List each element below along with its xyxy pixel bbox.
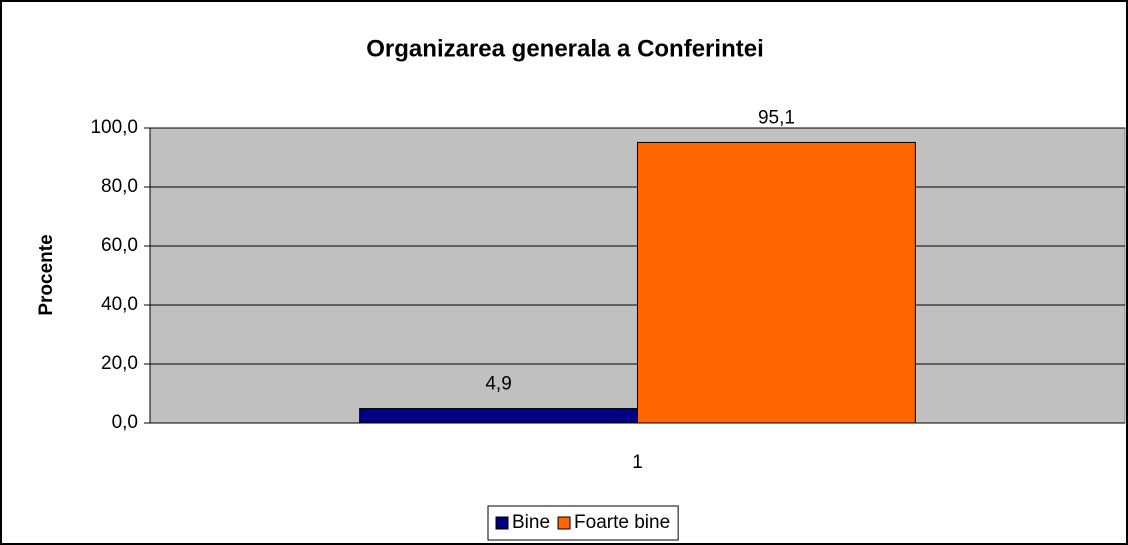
y-tick-label: 20,0 bbox=[101, 353, 138, 374]
x-tick-label: 1 bbox=[632, 452, 643, 473]
y-tick-label: 100,0 bbox=[90, 117, 138, 138]
legend-label: Foarte bine bbox=[574, 512, 670, 533]
y-tick-label: 0,0 bbox=[112, 412, 138, 433]
value-label: 95,1 bbox=[758, 107, 795, 128]
y-tick-label: 60,0 bbox=[101, 235, 138, 256]
chart-title: Organizarea generala a Conferintei bbox=[366, 35, 763, 62]
y-tick-label: 80,0 bbox=[101, 176, 138, 197]
y-axis-label: Procente bbox=[36, 234, 57, 315]
bar bbox=[359, 408, 638, 424]
legend-box bbox=[487, 505, 679, 541]
value-label: 4,9 bbox=[485, 374, 511, 395]
bar bbox=[637, 141, 916, 424]
legend-swatch bbox=[557, 516, 571, 530]
legend-label: Bine bbox=[512, 512, 550, 533]
legend-swatch bbox=[495, 516, 509, 530]
y-tick-label: 40,0 bbox=[101, 294, 138, 315]
